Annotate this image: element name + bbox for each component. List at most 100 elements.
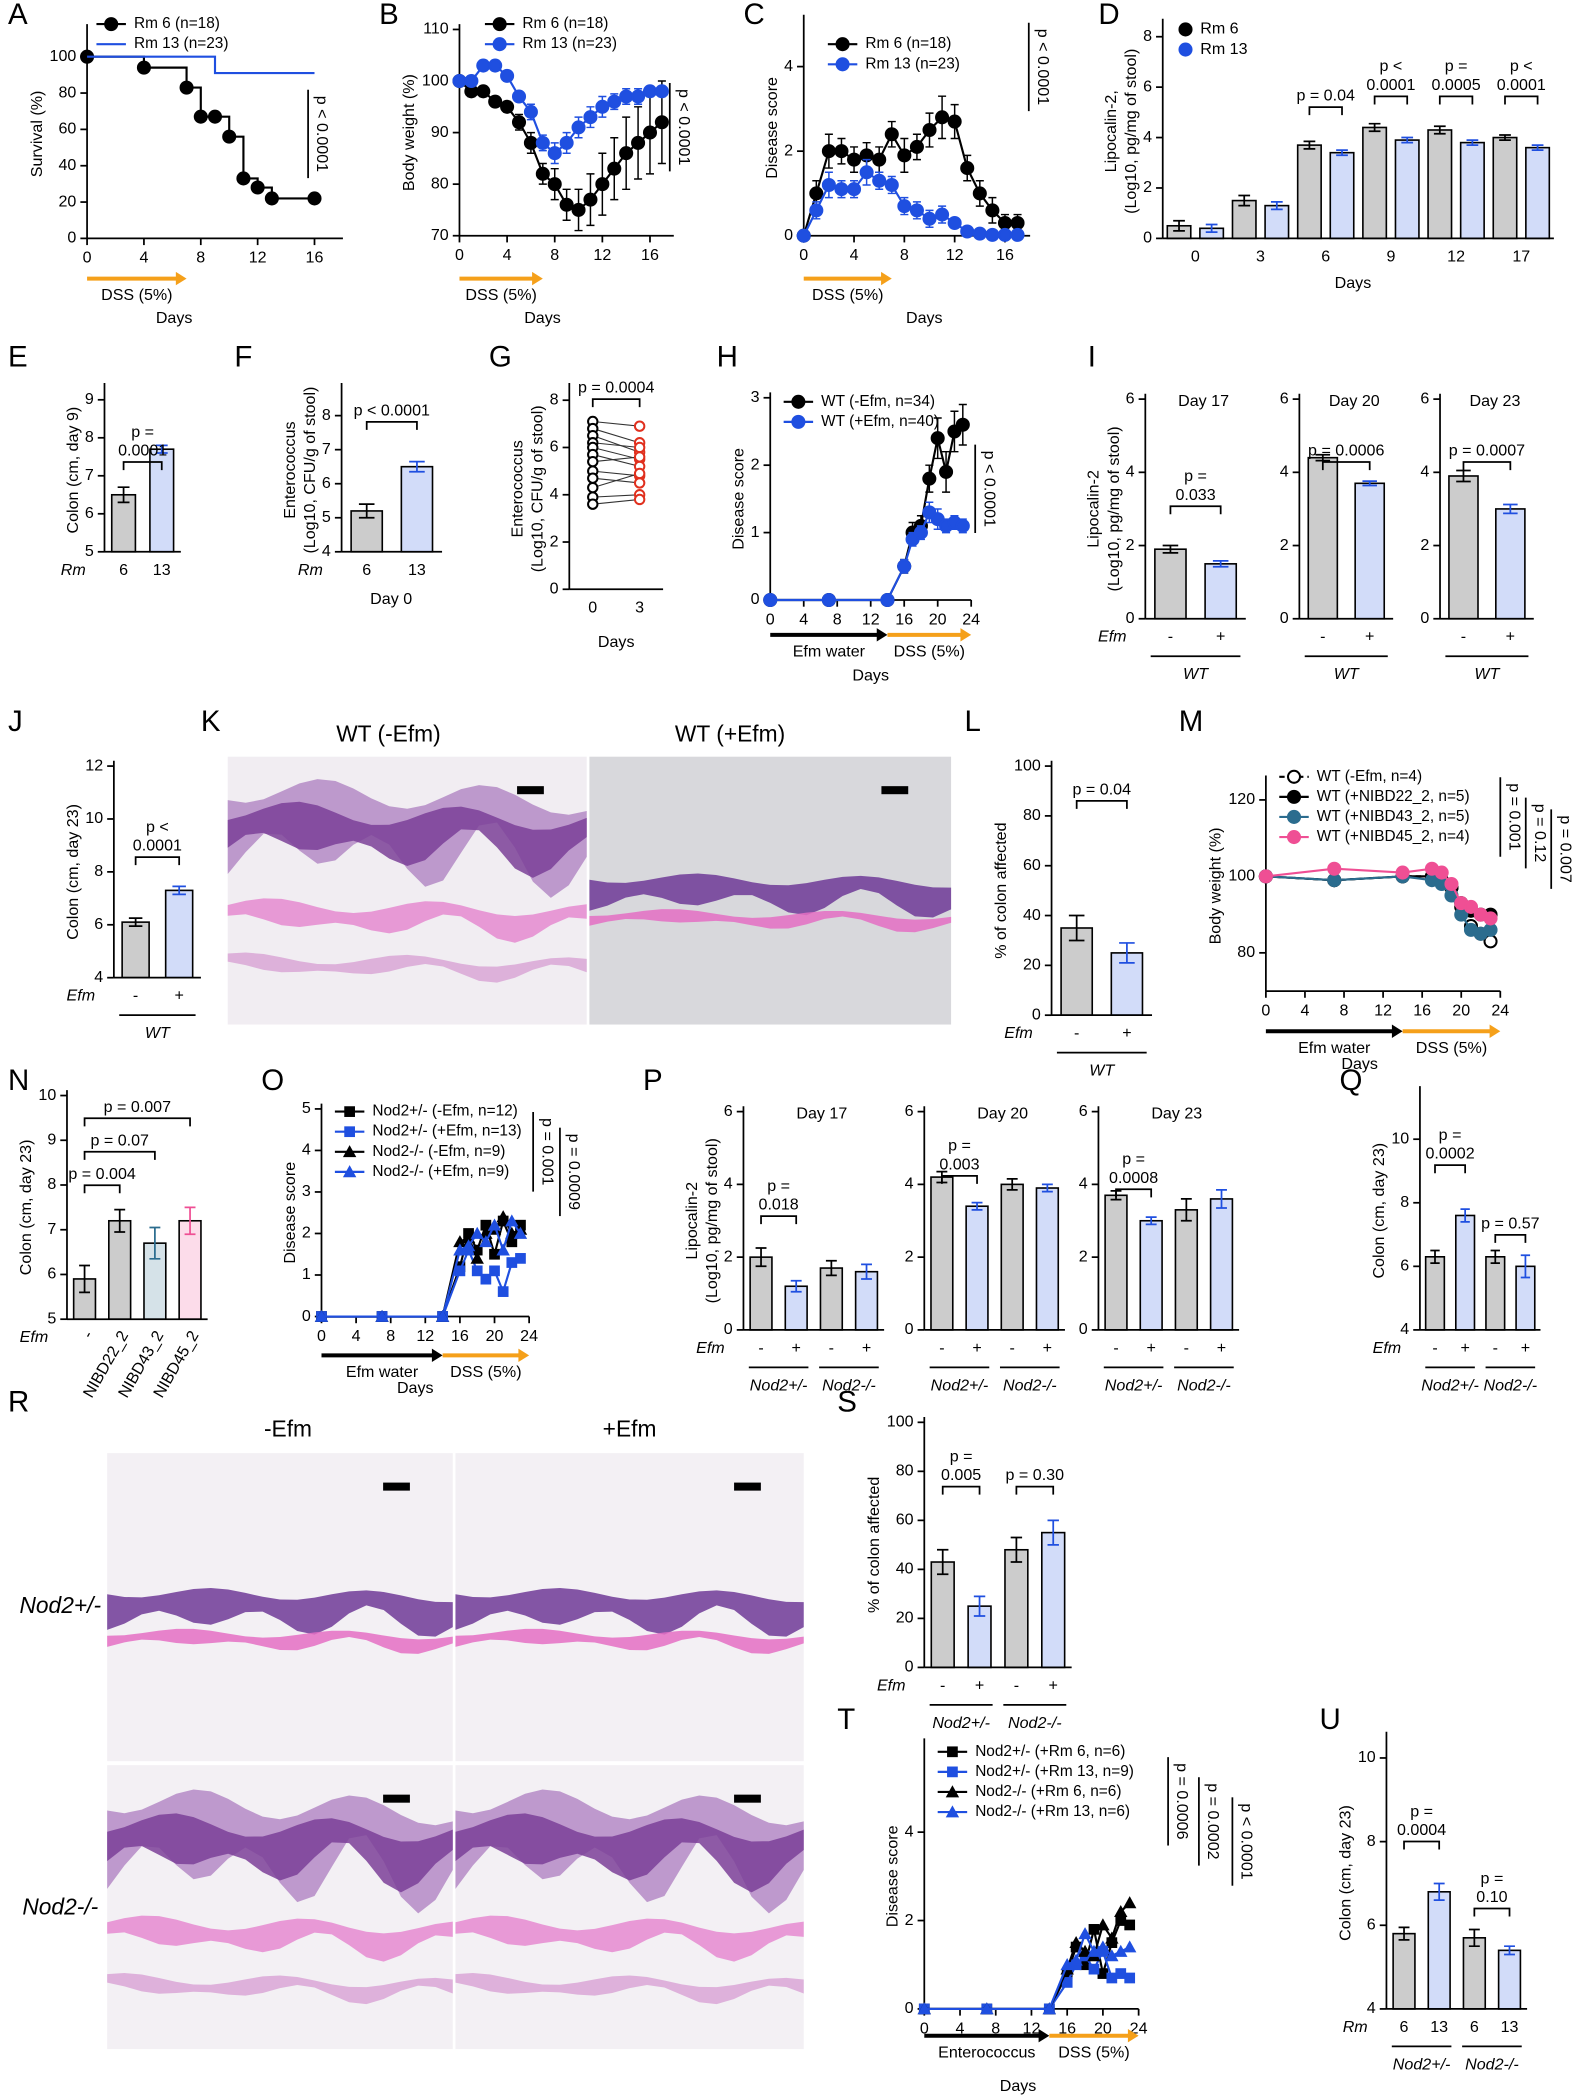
y-tick-label: 2 bbox=[724, 1247, 733, 1265]
y-tick-label: 6 bbox=[550, 438, 559, 456]
pair-line bbox=[592, 494, 640, 498]
p-value: p = bbox=[1445, 57, 1468, 75]
bar bbox=[110, 493, 137, 553]
treatment-label: Efm water bbox=[346, 1363, 419, 1381]
point bbox=[821, 592, 836, 608]
error-bar bbox=[184, 1206, 196, 1236]
point bbox=[1088, 1924, 1100, 1935]
y-tick-label: 6 bbox=[1126, 389, 1135, 407]
pair-line bbox=[592, 456, 640, 463]
error-bar bbox=[79, 1264, 91, 1294]
treatment-arrowhead bbox=[876, 628, 888, 642]
point bbox=[1444, 876, 1459, 892]
tissue bbox=[589, 873, 952, 918]
point bbox=[821, 144, 836, 159]
error-bar bbox=[973, 1595, 986, 1617]
x-tick-label: - bbox=[758, 1339, 763, 1357]
y-tick-label: 2 bbox=[905, 1911, 914, 1929]
bar bbox=[1204, 563, 1238, 620]
pair-line bbox=[592, 470, 640, 477]
row-label: Efm bbox=[1373, 1339, 1402, 1357]
x-tick-label: 20 bbox=[929, 610, 947, 628]
error-bar bbox=[825, 1259, 837, 1277]
bracket bbox=[1373, 95, 1409, 105]
group-label: WT bbox=[1474, 665, 1500, 683]
point bbox=[523, 135, 538, 150]
p-value: 0.0005 bbox=[1432, 76, 1481, 94]
bar bbox=[1485, 1255, 1506, 1331]
bracket bbox=[1403, 1840, 1441, 1850]
bracket bbox=[941, 1175, 978, 1184]
point bbox=[571, 120, 586, 135]
x-tick-label: 8 bbox=[1340, 1001, 1349, 1019]
point bbox=[222, 129, 237, 144]
x-tick-label: + bbox=[1365, 628, 1374, 646]
point bbox=[1258, 869, 1273, 884]
point bbox=[631, 135, 646, 150]
legend-label: Rm 13 (n=23) bbox=[865, 55, 960, 72]
bracket bbox=[1494, 1233, 1527, 1243]
y-tick-label: 110 bbox=[423, 20, 449, 38]
bar bbox=[1454, 1214, 1476, 1331]
point bbox=[909, 139, 924, 154]
x-axis-label: Days bbox=[852, 667, 889, 685]
x-tick-label: + bbox=[1217, 1339, 1226, 1357]
error-bar bbox=[1119, 942, 1135, 964]
p-value: p = 0.57 bbox=[1481, 1214, 1540, 1232]
y-axis-label: Lipocalin-2, bbox=[1102, 90, 1120, 172]
legend-marker bbox=[835, 57, 850, 72]
y-tick-label: 80 bbox=[896, 1462, 914, 1480]
y-tick-label: 3 bbox=[302, 1182, 311, 1200]
point bbox=[960, 224, 975, 239]
panel-letter: S bbox=[837, 1385, 857, 1418]
y-axis-label: Body weight (%) bbox=[400, 74, 418, 191]
error-bar bbox=[1010, 1536, 1023, 1563]
pair-line bbox=[592, 435, 640, 453]
point bbox=[583, 110, 598, 125]
row-label: Rm bbox=[1343, 2018, 1368, 2036]
y-tick-label: 0 bbox=[784, 226, 793, 244]
y-tick-label: 4 bbox=[322, 542, 331, 560]
bracket bbox=[760, 1215, 798, 1225]
y-tick-label: 9 bbox=[85, 390, 94, 408]
group-label: Nod2-/- bbox=[1003, 1376, 1057, 1394]
legend-marker bbox=[791, 394, 806, 409]
y-tick-label: 4 bbox=[1420, 463, 1429, 481]
group-label: Nod2+/- bbox=[932, 1714, 990, 1732]
bar bbox=[1394, 139, 1420, 240]
point bbox=[955, 417, 970, 432]
y-axis-label: Colon (cm, day 23) bbox=[1337, 1805, 1355, 1941]
bar bbox=[1459, 141, 1485, 240]
y-tick-label: 5 bbox=[322, 508, 331, 526]
point bbox=[1122, 1896, 1137, 1909]
scale-bar bbox=[517, 786, 544, 795]
y-tick-label: 0 bbox=[905, 1320, 914, 1338]
legend-marker bbox=[1286, 789, 1302, 804]
legend-label: WT (+Efm, n=40) bbox=[821, 413, 939, 430]
x-axis-label: Days bbox=[156, 309, 193, 327]
series-line bbox=[802, 116, 1018, 237]
subplot-title: Day 23 bbox=[1151, 1105, 1202, 1123]
p-value: p = 0.04 bbox=[1296, 87, 1355, 105]
x-tick-label: 8 bbox=[900, 246, 909, 264]
point bbox=[479, 1235, 493, 1248]
y-tick-label: 1 bbox=[302, 1265, 311, 1283]
point bbox=[1069, 1935, 1083, 1948]
point bbox=[607, 94, 622, 109]
x-tick-label: 12 bbox=[946, 246, 964, 264]
x-tick-label: 12 bbox=[416, 1327, 434, 1345]
y-tick-label: 8 bbox=[550, 390, 559, 408]
y-tick-label: 6 bbox=[724, 1102, 733, 1120]
panel-letter: C bbox=[743, 0, 764, 31]
point bbox=[955, 518, 970, 533]
point bbox=[607, 161, 622, 176]
p-value: 0.005 bbox=[941, 1466, 981, 1484]
tissue bbox=[455, 1915, 804, 1962]
x-tick-label: 6 bbox=[362, 561, 371, 579]
y-tick-label: 40 bbox=[58, 156, 76, 174]
bracket bbox=[122, 461, 163, 471]
p-value: 0.0001 bbox=[118, 442, 167, 460]
legend-label: Rm 13 (n=23) bbox=[522, 35, 617, 52]
bracket bbox=[1434, 1164, 1467, 1174]
error-bar bbox=[1430, 1249, 1440, 1265]
